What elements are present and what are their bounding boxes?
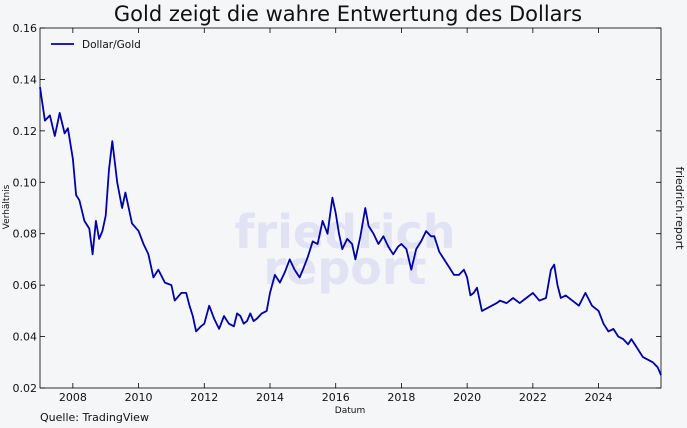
x-axis-label: Datum <box>335 406 365 416</box>
x-axis: 2008 2010 2012 2014 2016 2018 2020 2022 2024 <box>59 28 613 404</box>
legend-label: Dollar/Gold <box>82 39 141 51</box>
plot-frame <box>39 27 662 389</box>
x-tick-label: 2014 <box>256 391 284 404</box>
legend: Dollar/Gold <box>51 39 141 51</box>
series-layer <box>39 86 662 376</box>
x-tick-label: 2022 <box>519 391 547 404</box>
y-tick-label: 0.14 <box>13 73 38 86</box>
series-line-dollar-gold <box>39 86 662 376</box>
x-tick-label: 2012 <box>190 391 218 404</box>
y-tick-label: 0.04 <box>13 331 38 344</box>
y-tick-label: 0.16 <box>13 22 38 35</box>
y-tick-label: 0.02 <box>13 382 38 395</box>
x-tick-label: 2018 <box>387 391 415 404</box>
x-tick-label: 2016 <box>322 391 350 404</box>
watermark-text: report <box>263 241 426 295</box>
chart-title: Gold zeigt die wahre Entwertung des Doll… <box>114 2 582 26</box>
y-tick-label: 0.06 <box>13 279 38 292</box>
side-label: friedrich.report <box>673 167 686 251</box>
y-tick-label: 0.08 <box>13 228 38 241</box>
watermark-text: friedrich <box>234 205 455 259</box>
x-tick-label: 2010 <box>125 391 153 404</box>
y-tick-label: 0.10 <box>13 176 38 189</box>
y-tick-label: 0.12 <box>13 125 38 138</box>
source-note: Quelle: TradingView <box>40 411 149 424</box>
x-tick-label: 2020 <box>453 391 481 404</box>
y-axis-label: Verhältnis <box>2 184 12 229</box>
x-tick-label: 2008 <box>59 391 87 404</box>
y-axis: 0.02 0.04 0.06 0.08 0.10 0.12 0.14 0.16 <box>13 22 661 395</box>
x-tick-label: 2024 <box>585 391 613 404</box>
